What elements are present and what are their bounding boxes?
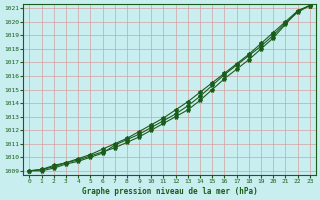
X-axis label: Graphe pression niveau de la mer (hPa): Graphe pression niveau de la mer (hPa)	[82, 187, 258, 196]
